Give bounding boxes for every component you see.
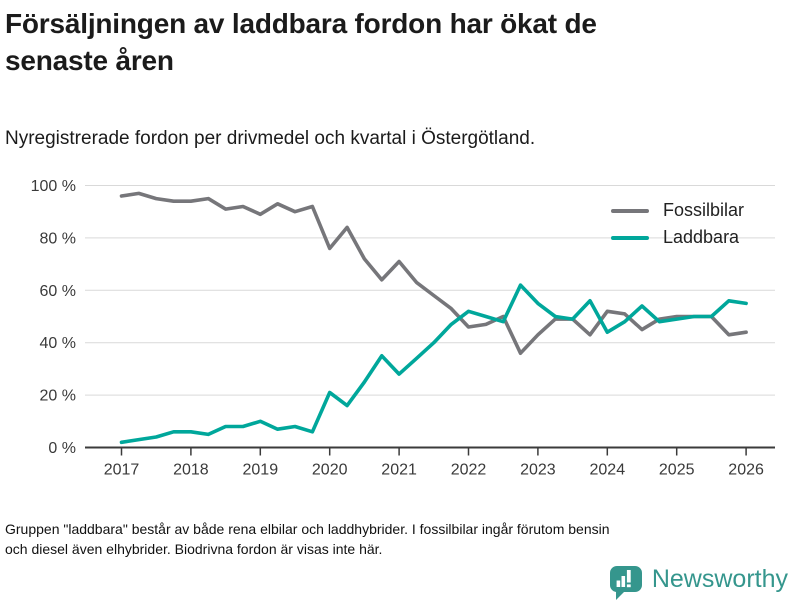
x-axis-tick-label: 2018 [173, 462, 209, 479]
x-axis-tick-label: 2019 [243, 462, 279, 479]
footnote: Gruppen "laddbara" består av både rena e… [5, 520, 793, 560]
y-axis-tick-label: 80 % [40, 230, 76, 247]
chart-legend: Fossilbilar Laddbara [611, 197, 744, 251]
x-axis-tick-label: 2017 [104, 462, 140, 479]
x-axis-tick-label: 2024 [590, 462, 626, 479]
legend-label: Fossilbilar [663, 200, 745, 220]
x-axis-tick-label: 2020 [312, 462, 348, 479]
legend-label: Laddbara [663, 227, 740, 247]
y-axis-tick-label: 40 % [40, 335, 76, 352]
fossilbilar-line-swatch [611, 208, 649, 213]
x-axis-tick-label: 2021 [381, 462, 417, 479]
y-axis-tick-label: 20 % [40, 388, 76, 405]
page-title: Försäljningen av laddbara fordon har öka… [5, 8, 597, 76]
x-axis-tick-label: 2025 [659, 462, 695, 479]
x-axis-tick-label: 2023 [520, 462, 556, 479]
newsworthy-speech-bubble-bar-chart-icon [609, 566, 642, 600]
legend-item-laddbara: Laddbara [611, 224, 744, 251]
laddbara-line-swatch [611, 235, 649, 240]
brand-wordmark: Newsworthy [651, 565, 788, 593]
y-axis-tick-label: 100 % [31, 178, 76, 195]
y-axis-tick-label: 0 % [48, 440, 76, 457]
line-chart: 0 % 20 % 40 % 60 % 80 % 100 % 2017 2018 2019 2020… [31, 178, 775, 479]
y-axis-tick-label: 60 % [40, 283, 76, 300]
series-line-laddbara [119, 283, 748, 445]
series-line-fossilbilar [119, 191, 748, 355]
newsworthy-logo: Newsworthy [608, 564, 788, 600]
x-axis-tick-label: 2022 [451, 462, 487, 479]
footnote-line: Gruppen "laddbara" består av både rena e… [5, 521, 610, 537]
legend-item-fossilbilar: Fossilbilar [611, 197, 744, 224]
footnote-line: och diesel även elhybrider. Biodrivna fo… [5, 540, 383, 557]
x-axis-tick-label: 2026 [728, 462, 764, 479]
chart-subtitle: Nyregistrerade fordon per drivmedel och … [5, 128, 536, 149]
